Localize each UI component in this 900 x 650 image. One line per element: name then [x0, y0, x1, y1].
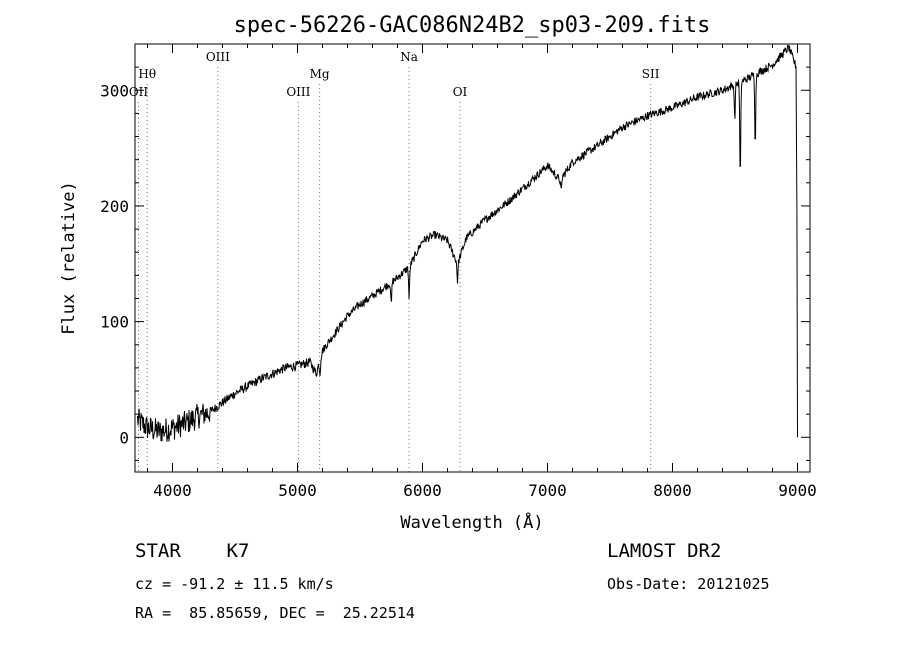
- y-tick-label: 200: [100, 197, 129, 216]
- x-tick-label: 4000: [153, 481, 192, 500]
- line-marker-label: Hθ: [138, 67, 156, 81]
- redshift-velocity: cz = -91.2 ± 11.5 km/s: [135, 575, 334, 593]
- chart-title: spec-56226-GAC086N24B2_sp03-209.fits: [234, 13, 711, 38]
- line-marker-label: OIII: [286, 85, 310, 99]
- spectrum-line: [137, 44, 798, 442]
- coordinates: RA = 85.85659, DEC = 25.22514: [135, 604, 415, 622]
- x-tick-label: 6000: [403, 481, 442, 500]
- y-tick-label: 0: [119, 428, 129, 447]
- observation-date: Obs-Date: 20121025: [607, 575, 770, 593]
- x-tick-label: 5000: [278, 481, 317, 500]
- plot-frame: [134, 43, 811, 473]
- axis-ticks: 4000 5000 6000 7000 8000 9000 0 100 200 300: [100, 43, 817, 500]
- object-class: STAR K7: [135, 540, 250, 562]
- y-tick-label: 100: [100, 313, 129, 332]
- line-marker-label: Na: [400, 50, 418, 64]
- line-marker-label: OIII: [206, 50, 230, 64]
- line-marker-label: Mg: [310, 67, 330, 81]
- y-axis-label: Flux (relative): [59, 181, 79, 335]
- x-axis-label: Wavelength (Å): [400, 511, 543, 533]
- line-marker-label: OI: [453, 85, 468, 99]
- y-tick-label: 300: [100, 81, 129, 100]
- line-marker-label: OII: [129, 85, 149, 99]
- survey-name: LAMOST DR2: [607, 540, 722, 562]
- x-tick-label: 7000: [528, 481, 567, 500]
- x-tick-label: 9000: [778, 481, 817, 500]
- x-tick-label: 8000: [653, 481, 692, 500]
- line-marker-label: SII: [642, 67, 660, 81]
